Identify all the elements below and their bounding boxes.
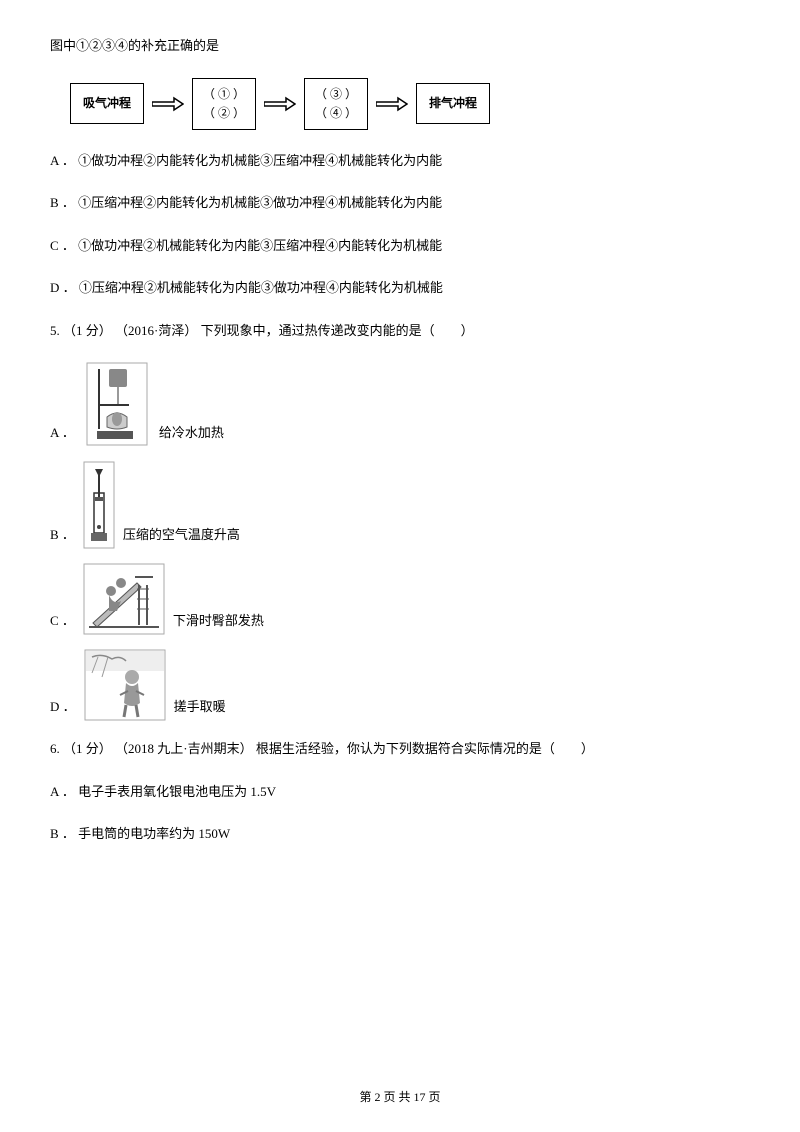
arrow-icon <box>152 96 184 112</box>
flow-box-1: 吸气冲程 <box>70 83 144 124</box>
flow-box-3-line1: （ ③ ） <box>315 85 357 104</box>
compress-air-icon <box>81 459 117 551</box>
q6-option-b: B ． 手电筒的电功率约为 150W <box>50 818 750 851</box>
flow-box-3: （ ③ ） （ ④ ） <box>304 78 368 130</box>
flow-box-2-line2: （ ② ） <box>203 104 245 123</box>
option-text: 压缩的空气温度升高 <box>123 519 240 552</box>
flow-box-4: 排气冲程 <box>416 83 490 124</box>
q4-option-c: C ． ①做功冲程②机械能转化为内能③压缩冲程④内能转化为机械能 <box>50 230 750 263</box>
flow-diagram: 吸气冲程 （ ① ） （ ② ） （ ③ ） （ ④ ） 排气冲程 <box>70 78 750 130</box>
flow-box-3-line2: （ ④ ） <box>315 104 357 123</box>
option-text: 搓手取暖 <box>174 691 226 724</box>
q6-option-a: A ． 电子手表用氧化银电池电压为 1.5V <box>50 776 750 809</box>
option-prefix: D ． <box>50 691 76 724</box>
q5-option-a: A ． 给冷水加热 <box>50 357 750 449</box>
option-prefix: A ． <box>50 417 75 450</box>
flow-box-2-line1: （ ① ） <box>203 85 245 104</box>
rub-hands-icon <box>82 647 168 723</box>
question-intro: 图中①②③④的补充正确的是 <box>50 30 750 63</box>
q5-option-b: B ． 压缩的空气温度升高 <box>50 459 750 551</box>
arrow-icon <box>264 96 296 112</box>
option-prefix: B ． <box>50 519 75 552</box>
q5-option-c: C ． 下滑时臀部发热 <box>50 561 750 637</box>
page-footer: 第 2 页 共 17 页 <box>0 1082 800 1112</box>
q4-option-a: A ． ①做功冲程②内能转化为机械能③压缩冲程④机械能转化为内能 <box>50 145 750 178</box>
slide-icon <box>81 561 167 637</box>
q5-option-d: D ． 搓手取暖 <box>50 647 750 723</box>
q4-option-d: D ． ①压缩冲程②机械能转化为内能③做功冲程④内能转化为机械能 <box>50 272 750 305</box>
option-text: 下滑时臀部发热 <box>173 605 264 638</box>
q4-option-b: B ． ①压缩冲程②内能转化为机械能③做功冲程④机械能转化为内能 <box>50 187 750 220</box>
heating-water-icon <box>81 357 153 449</box>
option-text: 给冷水加热 <box>159 417 224 450</box>
flow-box-2: （ ① ） （ ② ） <box>192 78 256 130</box>
arrow-icon <box>376 96 408 112</box>
q5-stem: 5. （1 分） （2016·菏泽） 下列现象中，通过热传递改变内能的是（ ） <box>50 315 750 348</box>
option-prefix: C ． <box>50 605 75 638</box>
q6-stem: 6. （1 分） （2018 九上·吉州期末） 根据生活经验，你认为下列数据符合… <box>50 733 750 766</box>
